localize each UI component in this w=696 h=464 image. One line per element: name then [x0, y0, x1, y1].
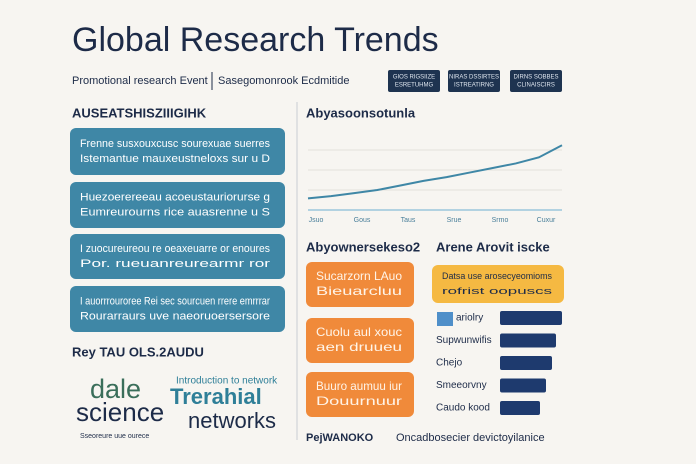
card	[70, 234, 285, 279]
x-tick-label: Cuxur	[537, 217, 556, 224]
x-tick-label: Gous	[354, 217, 371, 224]
card-text: Por. rueuanreurearmr ror	[80, 258, 271, 270]
badge-text: CLINAISCIRS	[517, 83, 555, 89]
card-text: Bieuarcluu	[316, 284, 402, 298]
legend-swatch	[437, 312, 453, 326]
badge	[448, 70, 500, 92]
card	[70, 128, 285, 175]
bar	[500, 401, 540, 415]
title: Global Research Trends	[72, 21, 439, 59]
card-text: Cuolu aul xouc	[316, 325, 402, 339]
x-tick-label: Jsuo	[309, 217, 324, 224]
card-text: Douurnuur	[316, 394, 402, 408]
bar-label: Supwunwifis	[436, 335, 492, 346]
card-text: Eumreurourns rice auasrenne u S	[80, 206, 270, 218]
card-text: Buuro aumuu iur	[316, 379, 402, 393]
cloud-word: Trerahial	[170, 384, 262, 409]
bar	[500, 333, 556, 348]
cloud-word: dale	[90, 374, 141, 404]
chart-heading: Abyasoonsotunla	[306, 105, 416, 120]
badge-text: ESRETUHMG	[395, 83, 434, 89]
card-text: Huezoerereeau acoeustauriorurse g	[80, 191, 270, 203]
badge-text: ISTREATIRNG	[454, 83, 494, 89]
right-heading: Arene Arovit iscke	[436, 239, 550, 254]
trend-line	[307, 144, 563, 200]
bar-label: Chejo	[436, 358, 463, 369]
bar	[500, 378, 546, 393]
card	[70, 286, 285, 332]
card-text: Rourarraurs uve naeoruoersersore	[80, 310, 270, 322]
cloud-heading: Rey TAU OLS.2AUDU	[72, 344, 204, 359]
bar-label: Smeeorvny	[436, 380, 487, 391]
footer-right: Oncadbosecier devictoyilanice	[396, 432, 545, 444]
x-tick-label: Srmo	[492, 217, 509, 224]
badge-text: DIRNS SOBBES	[513, 75, 558, 81]
card-text: rofrist oopuscs	[442, 286, 553, 296]
badge-text: GIOS RIGSIIZE	[393, 75, 435, 81]
card-text: aen druueu	[316, 340, 402, 354]
card	[306, 262, 414, 307]
badge	[388, 70, 440, 92]
subtitle: Sasegomonrook Ecdmitide	[218, 75, 349, 87]
card	[432, 265, 564, 303]
x-tick-label: Taus	[401, 217, 416, 224]
card-text: Datsa use arosecyeomioms	[442, 271, 552, 281]
bar	[500, 356, 552, 370]
cloud-word: science	[76, 397, 164, 427]
card-text: I auorrrouroree Rei sec sourcuen rrere e…	[80, 295, 270, 307]
cloud-word: Introduction to network	[176, 376, 278, 387]
badge-text: NIRAS DSSIRTES	[449, 75, 499, 81]
left-heading: AUSEATSHISZIIIGIHK	[72, 105, 207, 120]
badge	[510, 70, 562, 92]
bar	[500, 311, 562, 325]
card	[70, 182, 285, 228]
footer-left: PejWANOKO	[306, 432, 374, 444]
card-text: Frenne susxouxcusc sourexuae suerres	[80, 138, 270, 150]
bar-label: Caudo kood	[436, 403, 490, 414]
card	[306, 318, 414, 363]
subtitle: Promotional research Event	[72, 75, 208, 87]
card-text: I zuocureureou re oeaxeuarre or enoures	[80, 243, 270, 255]
card-text: Sucarzorn LAuo	[316, 269, 402, 283]
x-tick-label: Srue	[447, 217, 462, 224]
card	[306, 372, 414, 417]
cloud-word: Sseoreure uue ourece	[80, 433, 149, 440]
card-text: Istemantue mauxeustneloxs sur u D	[80, 153, 270, 165]
cloud-word: networks	[188, 408, 276, 433]
bar-label: ariolry	[456, 313, 483, 324]
middle-heading: Abyownersekeso2	[306, 239, 420, 254]
